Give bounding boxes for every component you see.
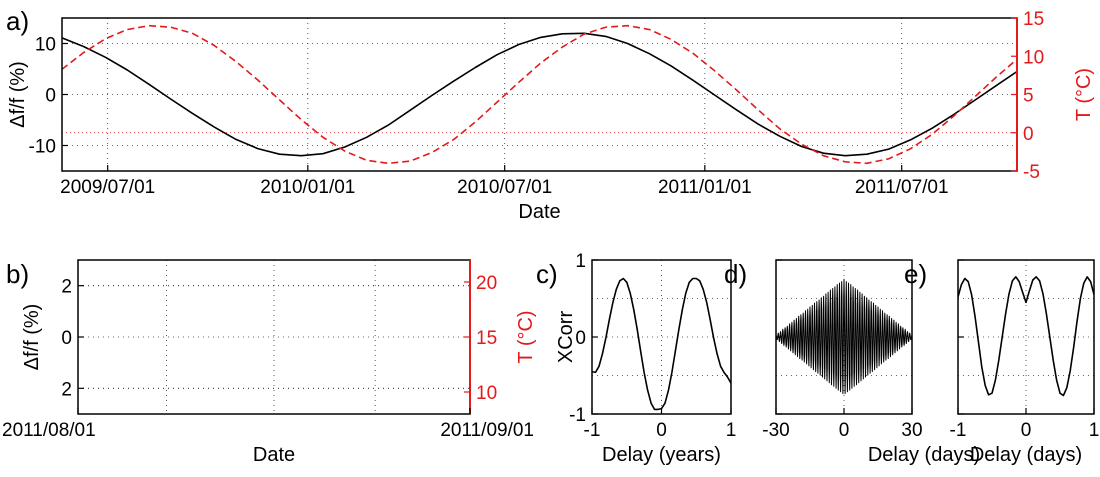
y-axis-label: Δf/f (%) [21,304,43,371]
x-tick-label: -30 [762,420,789,441]
panel-a: 2009/07/01 2010/01/01 2010/07/01 2011/01/01… [6,6,1095,223]
y2-axis-label: T (°C) [1073,68,1095,121]
y2-tick-label: 10 [1023,47,1044,68]
x-tick-label: -1 [584,420,601,441]
panel-label: c) [536,259,558,289]
x-tick-label: 30 [901,420,922,441]
x-tick-label: 2011/09/01 [440,420,534,441]
x-axis-label: Delay (years) [602,444,721,466]
grid [78,260,470,414]
x-tick-label: 0 [839,420,850,441]
x-tick-label: 2009/07/01 [60,177,155,198]
y-tick-label: 10 [35,35,56,56]
y-axis-label: XCorr [555,311,577,364]
x-axis-label: Date [518,201,560,223]
y-tick-label: 0 [45,86,56,107]
y-axis-label: Δf/f (%) [7,61,29,128]
panel-e: -1 0 1 Delay (days) e) [904,259,1099,466]
x-axis-label: Date [253,444,295,466]
x-tick-label: 2010/01/01 [260,177,355,198]
x-axis-label: Delay (days) [868,444,980,466]
y-tick-label: -10 [29,137,56,158]
y2-tick-label: 15 [476,328,497,349]
series-line-primary [62,32,1017,157]
x-tick-label: 2011/08/01 [2,420,96,441]
panel-label: b) [6,259,29,289]
series-group [958,276,1094,397]
y2-tick-label: -5 [1023,162,1040,183]
y-tick-label: 0 [575,328,586,349]
x-tick-label: 2011/07/01 [855,177,949,198]
y-tick-label: -1 [569,405,586,426]
y-tick-label: 0 [61,328,72,349]
y2-tick-label: 20 [476,273,497,294]
grid [591,259,732,415]
y2-tick-label: 10 [476,383,497,404]
x-tick-label: 0 [1021,420,1032,441]
series-line-temperature [62,24,1017,165]
series-line-primary [776,278,912,395]
series-group [62,24,1017,165]
x-tick-label: 1 [726,420,737,441]
y2-tick-label: 5 [1023,86,1034,107]
y2-tick-label: 15 [1023,9,1044,30]
x-tick-label: 2010/07/01 [457,177,552,198]
x-axis-label: Delay (days) [970,444,1082,466]
panel-label: d) [724,259,747,289]
panel-d: -30 0 30 Delay (days) d) [724,259,980,466]
x-tick-label: -1 [950,420,967,441]
x-tick-label: 1 [1089,420,1100,441]
y-tick-label: 2 [61,277,72,298]
x-tick-label: 0 [656,420,667,441]
y2-axis-label: T (°C) [515,310,537,363]
y-tick-label: 1 [575,251,586,272]
series-line-primary [958,276,1094,397]
panel-label: a) [6,6,29,36]
y2-tick-label: 0 [1023,124,1034,145]
panel-label: e) [904,259,927,289]
x-tick-label: 2011/01/01 [658,177,752,198]
y-tick-label: 2 [61,379,72,400]
series-group [776,278,912,395]
grid [62,18,1017,171]
